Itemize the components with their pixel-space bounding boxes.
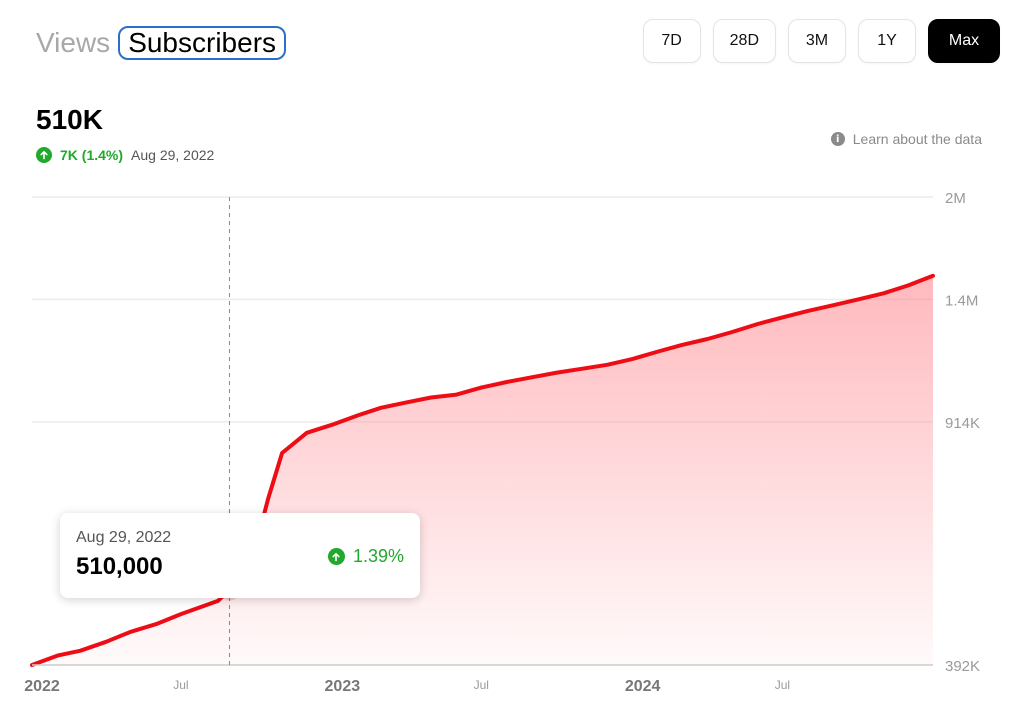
- range-7d-button[interactable]: 7D: [642, 19, 701, 63]
- x-tick-label: Jul: [775, 678, 790, 692]
- arrow-up-circle-icon: [327, 548, 345, 565]
- learn-about-data-link[interactable]: i Learn about the data: [830, 131, 982, 147]
- range-3m-button[interactable]: 3M: [788, 19, 846, 63]
- x-tick-label: 2023: [325, 678, 361, 695]
- tooltip-date: Aug 29, 2022: [76, 529, 172, 546]
- metric-tabs: Views Subscribers: [36, 26, 287, 60]
- series-area: [32, 275, 933, 665]
- tab-subscribers[interactable]: Subscribers: [118, 26, 287, 60]
- y-tick-label: 2M: [945, 190, 966, 207]
- current-value: 510K: [36, 104, 103, 135]
- tooltip-value: 510,000: [76, 553, 163, 580]
- arrow-up-circle-icon: [36, 147, 52, 163]
- x-tick-label: 2024: [625, 678, 661, 695]
- change-date: Aug 29, 2022: [131, 147, 215, 163]
- range-28d-button[interactable]: 28D: [712, 19, 776, 63]
- x-tick-label: Jul: [474, 678, 489, 692]
- chart-tooltip: Aug 29, 2022 510,000 1.39%: [60, 513, 420, 598]
- range-selector: 7D 28D 3M 1Y Max: [642, 19, 1000, 63]
- y-tick-label: 914K: [945, 415, 980, 432]
- y-tick-label: 392K: [945, 658, 980, 675]
- tooltip-change: 1.39%: [327, 546, 404, 567]
- change-summary: 7K (1.4%) Aug 29, 2022: [36, 147, 214, 163]
- x-tick-label: Jul: [173, 678, 188, 692]
- range-1y-button[interactable]: 1Y: [858, 19, 916, 63]
- tab-views[interactable]: Views: [36, 27, 111, 58]
- tooltip-change-value: 1.39%: [352, 546, 404, 566]
- y-tick-label: 1.4M: [945, 292, 978, 309]
- x-tick-label: 2022: [24, 678, 60, 695]
- learn-about-data-label: Learn about the data: [852, 131, 982, 147]
- range-max-button[interactable]: Max: [928, 19, 1000, 63]
- series-line: [30, 273, 935, 667]
- change-value: 7K (1.4%): [60, 147, 124, 163]
- info-icon: i: [830, 132, 845, 146]
